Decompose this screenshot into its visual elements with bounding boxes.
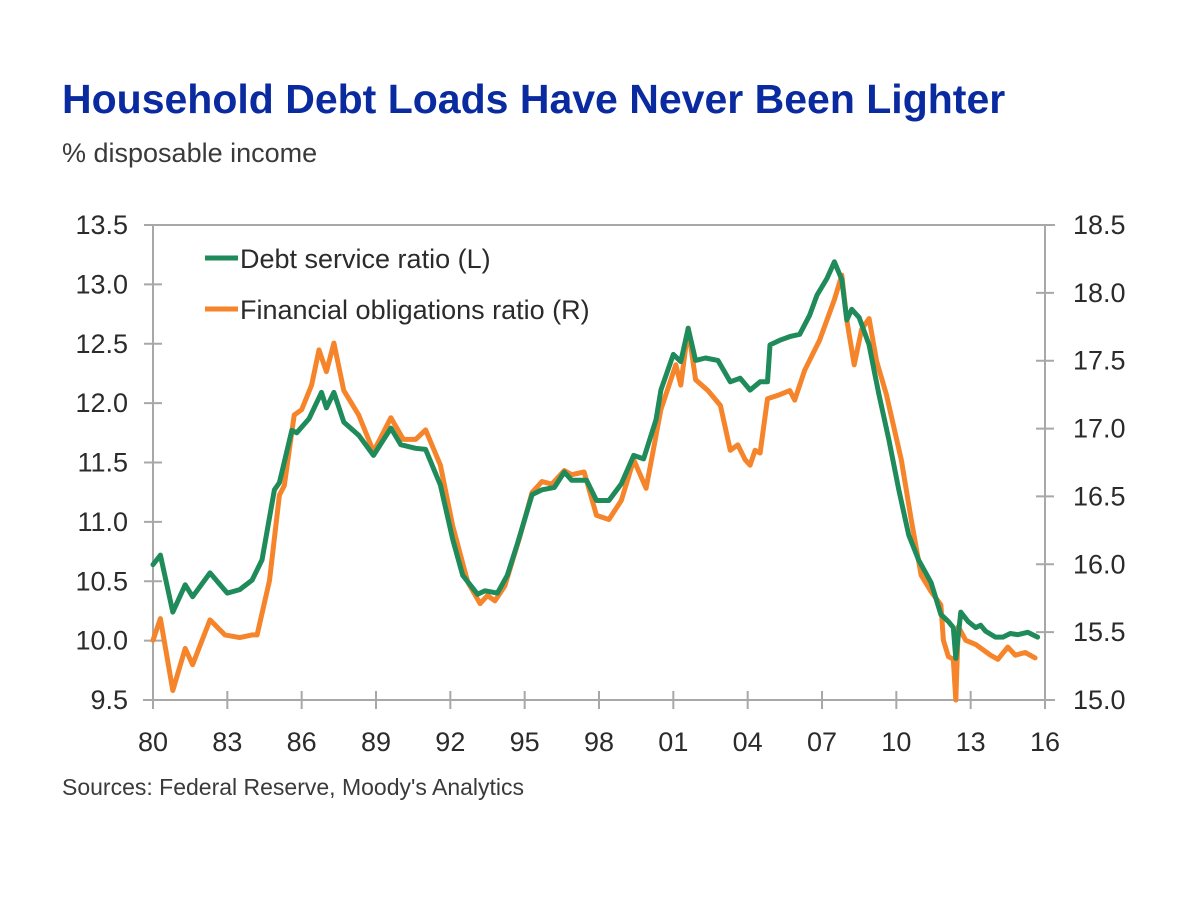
y-left-tick-label: 11.0 [77, 507, 128, 537]
y-left-tick-label: 10.5 [75, 566, 128, 596]
x-tick-label: 07 [807, 727, 837, 757]
y-right-tick-label: 18.5 [1073, 210, 1126, 240]
y-right-tick-label: 16.0 [1073, 549, 1126, 579]
y-right-tick-label: 18.0 [1073, 278, 1126, 308]
x-tick-label: 13 [956, 727, 986, 757]
y-left-tick-label: 11.5 [77, 448, 128, 478]
chart-subtitle: % disposable income [62, 138, 318, 168]
x-tick-label: 98 [584, 727, 614, 757]
series-line-debt-service-ratio [150, 259, 1041, 661]
x-tick-label: 16 [1030, 727, 1060, 757]
x-tick-label: 01 [658, 727, 688, 757]
chart-title: Household Debt Loads Have Never Been Lig… [62, 76, 1006, 122]
x-tick-label: 92 [435, 727, 465, 757]
series-line-financial-obligations-ratio [150, 272, 1038, 703]
y-left-tick-label: 13.5 [75, 210, 128, 240]
x-tick-label: 89 [361, 727, 391, 757]
legend-label-debt-service: Debt service ratio (L) [240, 244, 491, 274]
legend: Debt service ratio (L) Financial obligat… [205, 244, 590, 325]
x-tick-label: 83 [212, 727, 242, 757]
y-right-tick-label: 17.5 [1073, 346, 1126, 376]
x-tick-label: 80 [138, 727, 168, 757]
y-right-tick-label: 17.0 [1073, 414, 1126, 444]
legend-label-financial-obligations: Financial obligations ratio (R) [240, 295, 590, 325]
y-left-tick-label: 10.0 [75, 626, 128, 656]
y-left-tick-label: 12.5 [75, 329, 128, 359]
y-right-tick-label: 15.5 [1073, 617, 1126, 647]
x-tick-label: 86 [287, 727, 317, 757]
y-right-tick-label: 15.0 [1073, 685, 1126, 715]
y-right-tick-label: 16.5 [1073, 481, 1126, 511]
y-left-tick-label: 12.0 [75, 388, 128, 418]
source-note: Sources: Federal Reserve, Moody's Analyt… [62, 774, 525, 800]
y-left-tick-label: 9.5 [90, 685, 128, 715]
x-tick-label: 10 [881, 727, 911, 757]
x-tick-label: 04 [733, 727, 763, 757]
y-left-tick-label: 13.0 [75, 269, 128, 299]
x-tick-label: 95 [510, 727, 540, 757]
